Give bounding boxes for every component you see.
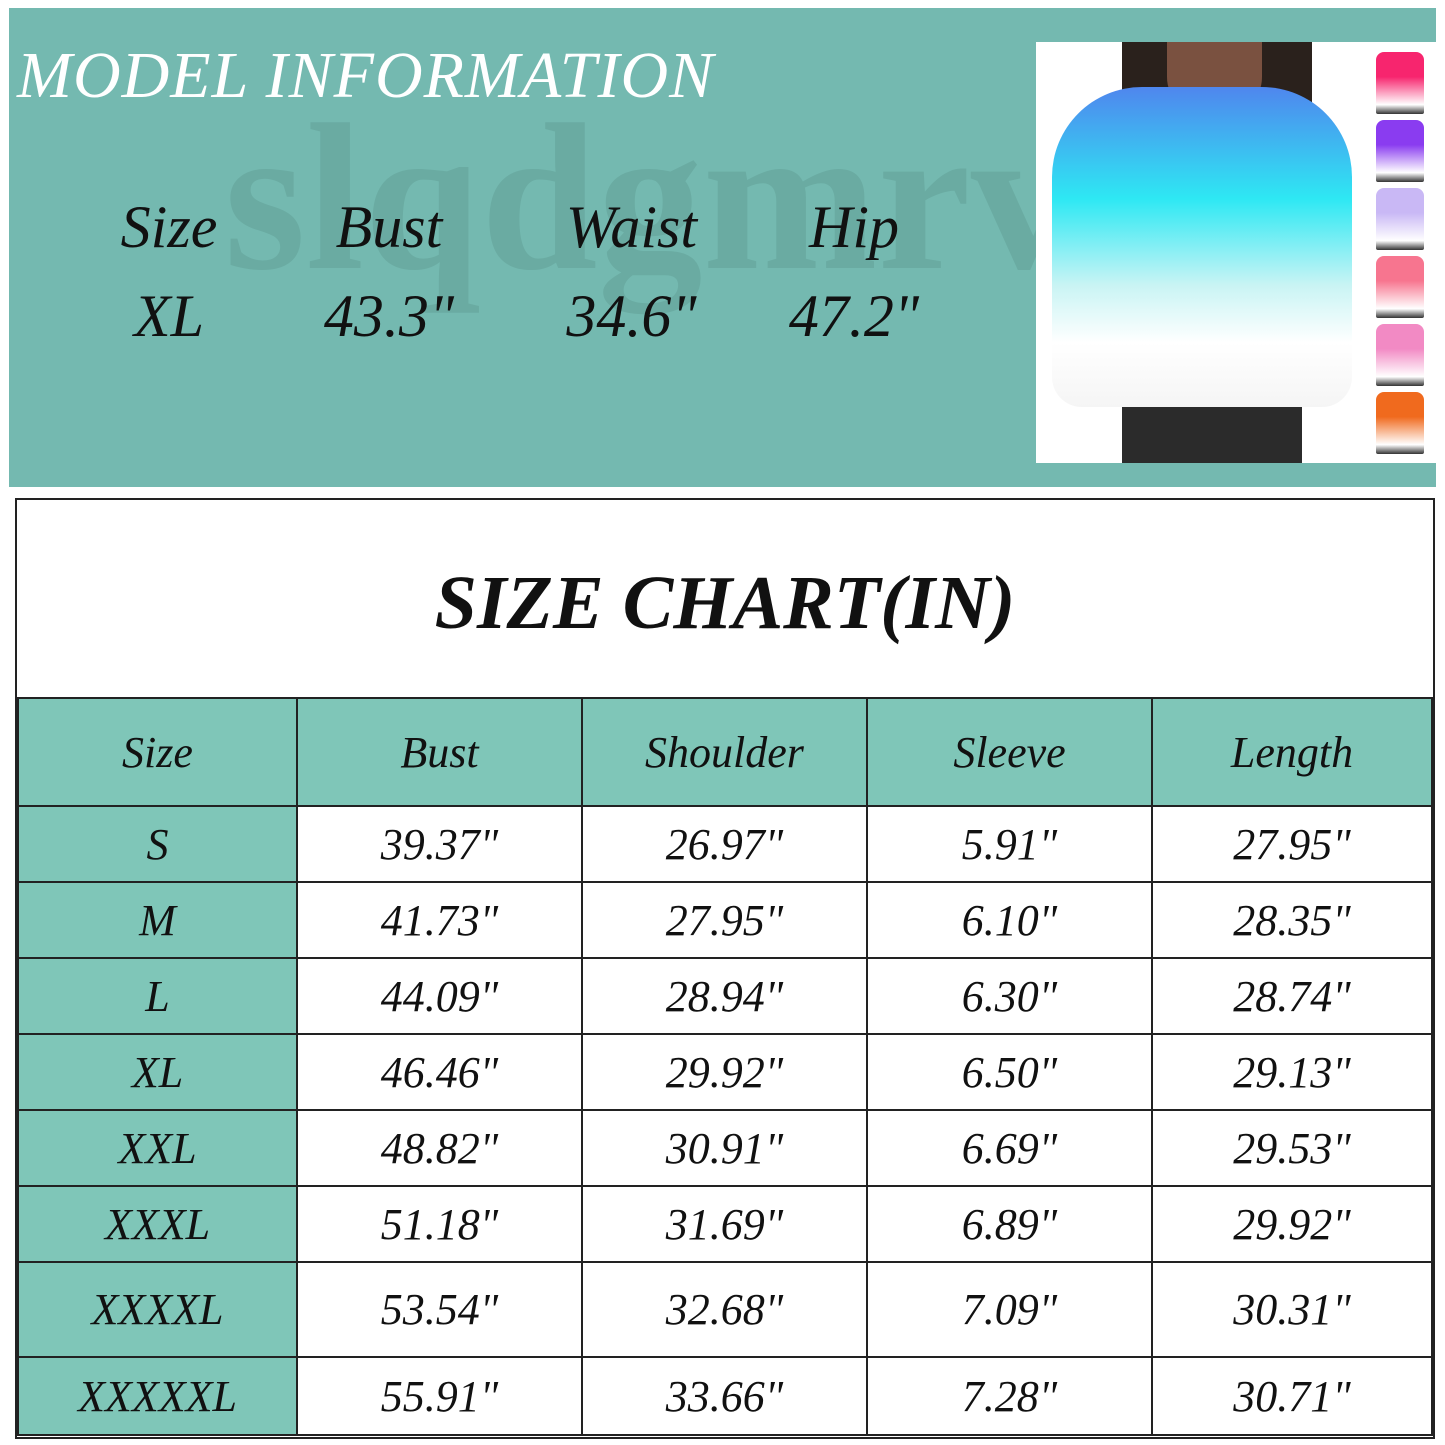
table-row: XXXL 51.18" 31.69" 6.89" 29.92" bbox=[17, 1185, 1433, 1263]
cell-length: 28.74" bbox=[1151, 957, 1433, 1035]
cell-bust: 51.18" bbox=[296, 1185, 583, 1263]
color-swatch bbox=[1376, 392, 1424, 454]
cell-bust: 46.46" bbox=[296, 1033, 583, 1111]
product-photo bbox=[1036, 42, 1436, 463]
color-swatch bbox=[1376, 324, 1424, 386]
cell-size: L bbox=[17, 957, 298, 1035]
model-value-waist: 34.6" bbox=[566, 283, 697, 349]
model-information-banner: slqdgmrvz MODEL INFORMATION Size Bust Wa… bbox=[9, 8, 1436, 487]
cell-size: XXL bbox=[17, 1109, 298, 1187]
cell-bust: 55.91" bbox=[296, 1356, 583, 1436]
color-swatch bbox=[1376, 120, 1424, 182]
cell-sleeve: 6.69" bbox=[866, 1109, 1153, 1187]
cell-size: S bbox=[17, 805, 298, 883]
cell-shoulder: 32.68" bbox=[581, 1261, 868, 1358]
cell-length: 28.35" bbox=[1151, 881, 1433, 959]
size-chart: SIZE CHART(IN) Size Bust Shoulder Sleeve… bbox=[15, 498, 1435, 1439]
cell-length: 30.31" bbox=[1151, 1261, 1433, 1358]
color-swatch bbox=[1376, 52, 1424, 114]
table-row: L 44.09" 28.94" 6.30" 28.74" bbox=[17, 957, 1433, 1035]
column-header-shoulder: Shoulder bbox=[581, 697, 868, 807]
column-header-bust: Bust bbox=[296, 697, 583, 807]
table-row: M 41.73" 27.95" 6.10" 28.35" bbox=[17, 881, 1433, 959]
cell-shoulder: 27.95" bbox=[581, 881, 868, 959]
model-wearing-top-image bbox=[1042, 42, 1358, 463]
model-header-hip: Hip bbox=[809, 194, 899, 260]
cell-length: 27.95" bbox=[1151, 805, 1433, 883]
cell-shoulder: 28.94" bbox=[581, 957, 868, 1035]
table-row: XXXXL 53.54" 32.68" 7.09" 30.31" bbox=[17, 1261, 1433, 1358]
column-header-size: Size bbox=[17, 697, 298, 807]
cell-sleeve: 6.89" bbox=[866, 1185, 1153, 1263]
model-measurements: Size Bust Waist Hip XL 43.3" 34.6" 47.2" bbox=[69, 193, 954, 351]
color-swatch bbox=[1376, 256, 1424, 318]
cell-bust: 41.73" bbox=[296, 881, 583, 959]
cell-length: 30.71" bbox=[1151, 1356, 1433, 1436]
table-row: XXXXXL 55.91" 33.66" 7.28" 30.71" bbox=[17, 1356, 1433, 1436]
cell-shoulder: 31.69" bbox=[581, 1185, 868, 1263]
cell-length: 29.53" bbox=[1151, 1109, 1433, 1187]
cell-size: XL bbox=[17, 1033, 298, 1111]
cell-sleeve: 5.91" bbox=[866, 805, 1153, 883]
cell-bust: 44.09" bbox=[296, 957, 583, 1035]
model-header-bust: Bust bbox=[335, 194, 443, 260]
cell-length: 29.13" bbox=[1151, 1033, 1433, 1111]
cell-bust: 48.82" bbox=[296, 1109, 583, 1187]
cell-bust: 39.37" bbox=[296, 805, 583, 883]
cell-sleeve: 6.10" bbox=[866, 881, 1153, 959]
cell-sleeve: 6.30" bbox=[866, 957, 1153, 1035]
watermark: slqdgmrvz bbox=[224, 82, 1169, 314]
model-information-title: MODEL INFORMATION bbox=[17, 39, 715, 112]
cell-bust: 53.54" bbox=[296, 1261, 583, 1358]
cell-size: XXXXXL bbox=[17, 1356, 298, 1436]
table-row: S 39.37" 26.97" 5.91" 27.95" bbox=[17, 805, 1433, 883]
model-header-waist: Waist bbox=[565, 194, 698, 260]
cell-sleeve: 7.09" bbox=[866, 1261, 1153, 1358]
cell-size: XXXL bbox=[17, 1185, 298, 1263]
cell-shoulder: 26.97" bbox=[581, 805, 868, 883]
table-row: XL 46.46" 29.92" 6.50" 29.13" bbox=[17, 1033, 1433, 1111]
cell-sleeve: 7.28" bbox=[866, 1356, 1153, 1436]
color-swatch bbox=[1376, 188, 1424, 250]
color-swatches bbox=[1376, 52, 1424, 460]
cell-shoulder: 29.92" bbox=[581, 1033, 868, 1111]
cell-shoulder: 33.66" bbox=[581, 1356, 868, 1436]
model-header-size: Size bbox=[120, 194, 218, 260]
cell-shoulder: 30.91" bbox=[581, 1109, 868, 1187]
model-value-hip: 47.2" bbox=[788, 283, 920, 349]
model-value-bust: 43.3" bbox=[323, 283, 455, 349]
cell-sleeve: 6.50" bbox=[866, 1033, 1153, 1111]
size-chart-title: SIZE CHART(IN) bbox=[434, 561, 1016, 645]
model-value-size: XL bbox=[133, 283, 205, 349]
cell-size: M bbox=[17, 881, 298, 959]
column-header-length: Length bbox=[1151, 697, 1433, 807]
cell-length: 29.92" bbox=[1151, 1185, 1433, 1263]
table-header-row: Size Bust Shoulder Sleeve Length bbox=[17, 697, 1433, 807]
column-header-sleeve: Sleeve bbox=[866, 697, 1153, 807]
table-row: XXL 48.82" 30.91" 6.69" 29.53" bbox=[17, 1109, 1433, 1187]
cell-size: XXXXL bbox=[17, 1261, 298, 1358]
size-table: Size Bust Shoulder Sleeve Length S 39.37"… bbox=[17, 697, 1433, 1436]
